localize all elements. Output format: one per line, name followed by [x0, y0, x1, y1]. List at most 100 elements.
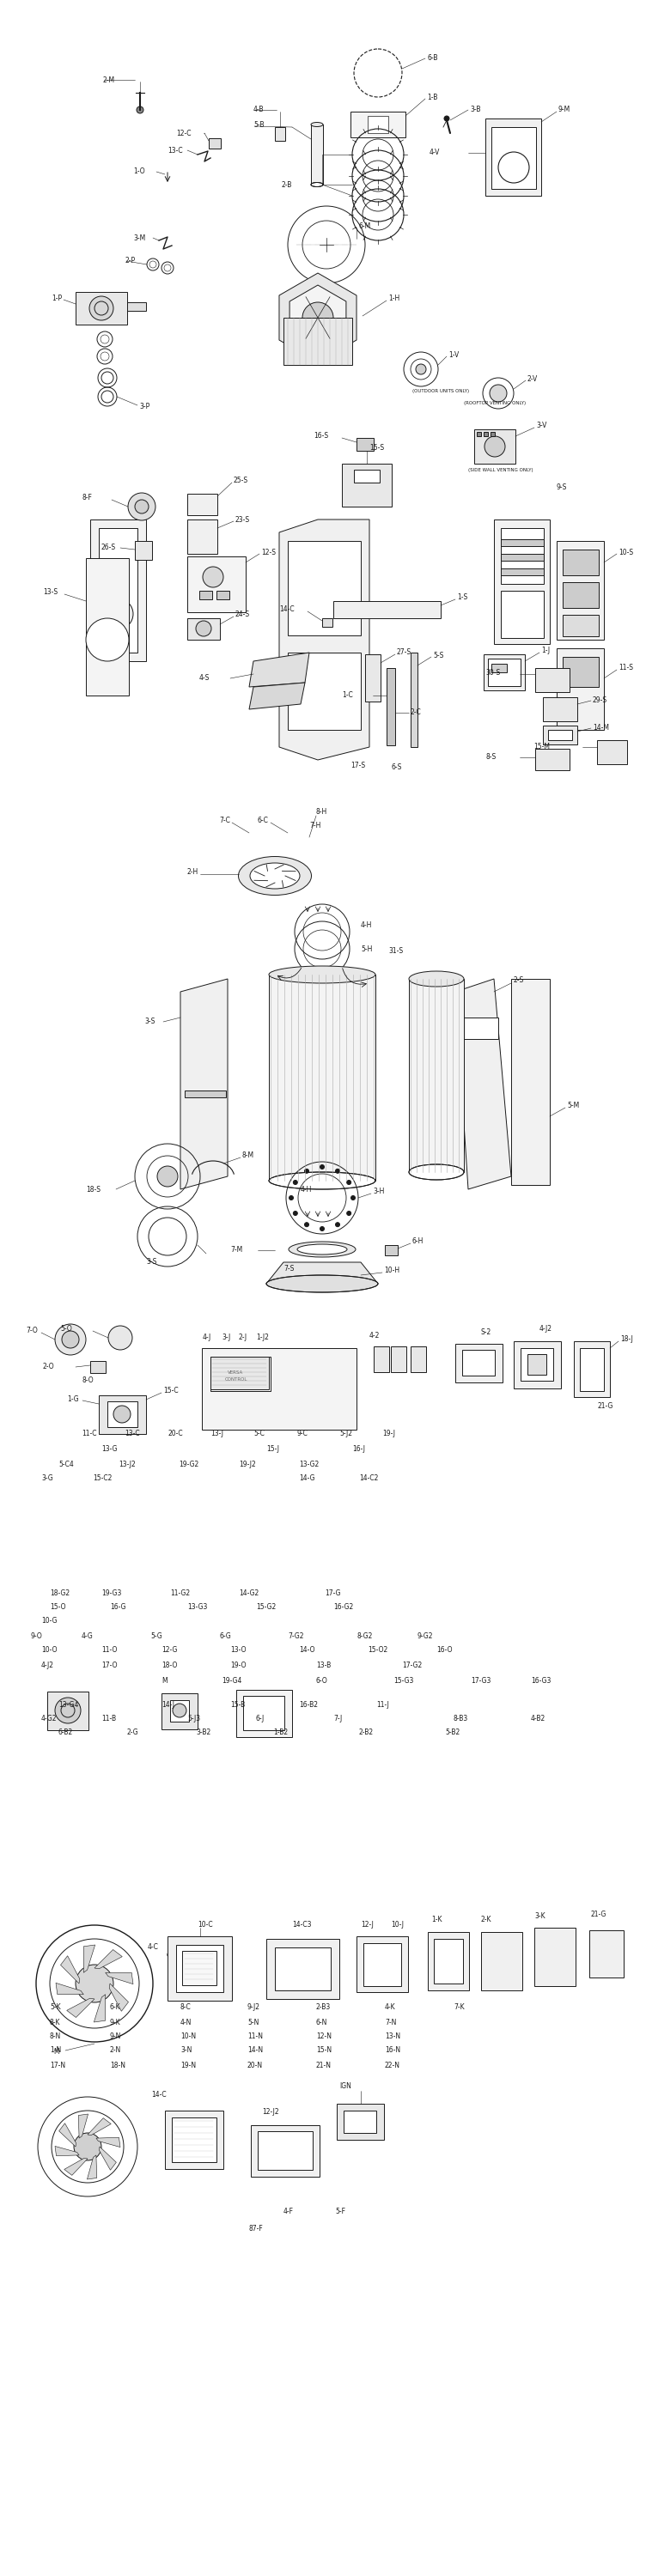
Text: 15-N: 15-N	[316, 2045, 331, 2056]
Text: 19-N: 19-N	[180, 2061, 196, 2069]
Bar	[428, 1932, 469, 1991]
Bar	[357, 438, 373, 451]
Bar	[563, 657, 599, 688]
Text: 7-H: 7-H	[309, 822, 321, 829]
Text: 3-B2: 3-B2	[196, 1728, 211, 1736]
Text: 20-C: 20-C	[167, 1430, 183, 1437]
Circle shape	[293, 1211, 298, 1216]
Text: 14-G2: 14-G2	[239, 1589, 259, 1597]
Bar	[492, 126, 536, 188]
Text: 4-G: 4-G	[81, 1633, 94, 1641]
Text: 4-H: 4-H	[361, 922, 372, 930]
Bar	[464, 1018, 498, 1038]
Text: 87-F: 87-F	[249, 2226, 264, 2231]
Circle shape	[102, 598, 133, 629]
Text: 16-S: 16-S	[313, 433, 328, 440]
Text: 8-F: 8-F	[81, 495, 92, 502]
Text: 9-C: 9-C	[297, 1430, 307, 1437]
Ellipse shape	[311, 183, 323, 188]
Bar	[501, 528, 544, 585]
Text: 10-J: 10-J	[391, 1922, 404, 1929]
Text: 8-K: 8-K	[50, 2020, 61, 2025]
Polygon shape	[351, 111, 406, 137]
Text: 16-G: 16-G	[110, 1602, 126, 1613]
Bar	[589, 1929, 623, 1978]
Text: 15-B: 15-B	[230, 1700, 245, 1708]
Bar	[543, 698, 578, 721]
Text: 9-J2: 9-J2	[247, 2004, 260, 2012]
Polygon shape	[368, 116, 388, 134]
Text: 29-S: 29-S	[593, 696, 607, 703]
Bar	[167, 1937, 232, 2002]
Text: 10-O: 10-O	[41, 1646, 57, 1654]
Polygon shape	[249, 683, 305, 708]
Text: 19-J2: 19-J2	[239, 1461, 256, 1468]
Bar	[386, 667, 395, 744]
Text: 9-O: 9-O	[30, 1633, 42, 1641]
Text: 22-N: 22-N	[385, 2061, 401, 2069]
Text: 18-J: 18-J	[620, 1334, 633, 1345]
Text: 13-J2: 13-J2	[119, 1461, 136, 1468]
Bar	[385, 1244, 398, 1255]
Text: CONTROL: CONTROL	[225, 1376, 247, 1381]
Ellipse shape	[238, 855, 311, 896]
Bar	[485, 118, 541, 196]
Text: 13-N: 13-N	[385, 2032, 401, 2040]
Bar	[211, 1358, 269, 1388]
Text: 13-S: 13-S	[43, 590, 57, 598]
Bar	[311, 124, 323, 185]
Bar	[287, 652, 361, 729]
Bar	[534, 1927, 576, 1986]
Text: 20-N: 20-N	[247, 2061, 263, 2069]
Text: 15-C2: 15-C2	[93, 1473, 112, 1484]
Text: 2-B: 2-B	[282, 180, 292, 188]
Bar	[99, 1396, 146, 1435]
Text: 1-V: 1-V	[448, 350, 459, 358]
Text: 16-G2: 16-G2	[333, 1602, 353, 1613]
Text: 2-K: 2-K	[481, 1917, 492, 1922]
Text: (OUTDOOR UNITS ONLY): (OUTDOOR UNITS ONLY)	[412, 389, 469, 394]
Bar	[501, 554, 544, 562]
Text: 31-S: 31-S	[388, 948, 403, 956]
Text: 21-G: 21-G	[597, 1401, 613, 1412]
Bar	[455, 1345, 503, 1383]
Text: 17-S: 17-S	[351, 762, 365, 770]
Bar	[488, 659, 521, 685]
Text: 18-G2: 18-G2	[50, 1589, 70, 1597]
Text: 6-M: 6-M	[359, 222, 370, 229]
Ellipse shape	[297, 1244, 347, 1255]
Text: 13-B: 13-B	[316, 1662, 331, 1669]
Text: 4-S: 4-S	[200, 675, 210, 683]
Text: 7-S: 7-S	[284, 1265, 294, 1273]
Bar	[342, 464, 391, 507]
Text: 7-G2: 7-G2	[287, 1633, 304, 1641]
Text: 4-J2: 4-J2	[41, 1662, 54, 1669]
Bar	[135, 541, 152, 559]
Bar	[477, 433, 481, 435]
Text: 9-S: 9-S	[557, 484, 567, 492]
Text: 6-J: 6-J	[256, 1716, 265, 1723]
Text: 9-N: 9-N	[110, 2032, 121, 2040]
Bar	[187, 556, 245, 613]
Text: 8-M: 8-M	[242, 1151, 255, 1159]
Polygon shape	[249, 652, 309, 688]
Bar	[535, 667, 570, 693]
Text: 1-P: 1-P	[52, 296, 62, 304]
Text: 1-C: 1-C	[342, 690, 353, 698]
Polygon shape	[61, 1955, 79, 1984]
Bar	[107, 1401, 138, 1427]
Text: 4-F: 4-F	[284, 2208, 294, 2215]
Circle shape	[335, 1224, 340, 1226]
Text: 10-S: 10-S	[618, 549, 633, 556]
Text: 19-O: 19-O	[230, 1662, 246, 1669]
Circle shape	[347, 1211, 351, 1216]
Circle shape	[196, 621, 211, 636]
Text: 16-J: 16-J	[352, 1445, 365, 1453]
Text: 6-N: 6-N	[316, 2020, 328, 2025]
Bar	[494, 520, 550, 644]
Bar	[354, 469, 380, 482]
Text: 19-G2: 19-G2	[179, 1461, 199, 1468]
Text: 14-G: 14-G	[299, 1473, 315, 1484]
Bar	[185, 1090, 226, 1097]
Circle shape	[203, 567, 224, 587]
